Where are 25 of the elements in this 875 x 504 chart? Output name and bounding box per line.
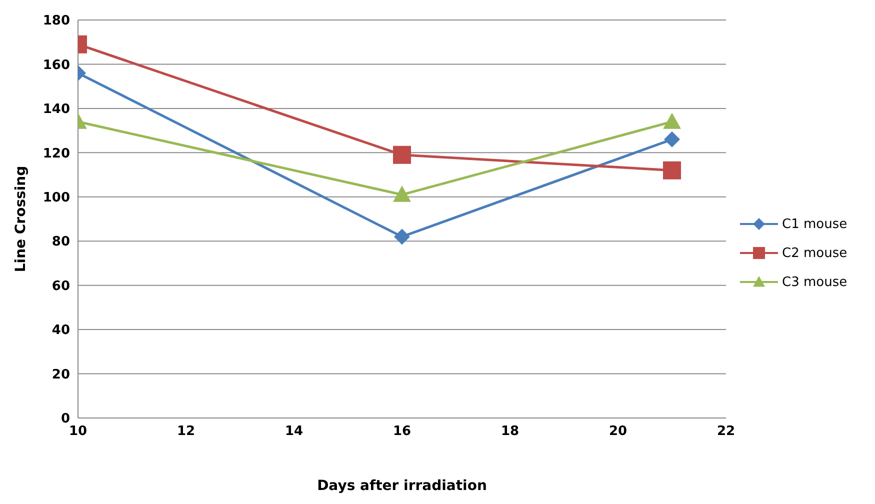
y-tick-label: 0 (60, 412, 70, 427)
legend-label: C1 mouse (782, 216, 848, 232)
x-tick-label: 10 (68, 424, 88, 440)
x-tick-label: 18 (500, 424, 520, 440)
y-tick-label: 140 (42, 102, 70, 118)
y-axis-title: Line Crossing (12, 166, 29, 272)
y-tick-label: 20 (52, 367, 70, 382)
x-tick-label: 12 (176, 424, 196, 440)
y-tick-label: 120 (42, 146, 70, 162)
y-tick-label: 60 (52, 278, 70, 294)
y-tick-label: 180 (42, 14, 70, 29)
point (663, 161, 681, 180)
x-tick-label: 20 (608, 424, 628, 440)
point (663, 112, 681, 129)
x-tick-label: 14 (284, 424, 304, 440)
legend-label: C3 mouse (782, 274, 848, 290)
legend-label: C2 mouse (782, 246, 848, 260)
y-tick-label: 160 (42, 58, 70, 73)
point (664, 131, 680, 148)
x-axis-title: Days after irradiation (317, 478, 487, 494)
y-tick-label: 80 (52, 234, 70, 250)
y-tick-label: 40 (52, 323, 70, 338)
x-tick-label: 22 (716, 424, 736, 440)
y-tick-label: 100 (42, 190, 70, 206)
x-tick-label: 16 (392, 424, 412, 440)
